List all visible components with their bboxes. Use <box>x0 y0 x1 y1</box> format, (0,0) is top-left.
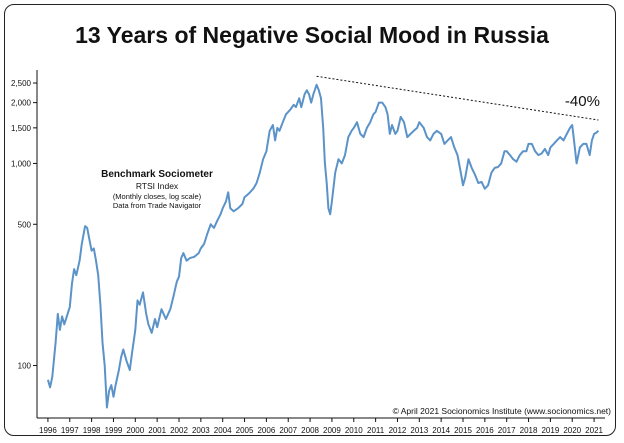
x-tick-label: 1999 <box>105 426 123 435</box>
x-tick: 2009 <box>323 418 341 435</box>
x-tick-label: 2007 <box>279 426 297 435</box>
x-tick-label: 2018 <box>520 426 538 435</box>
x-tick-label: 2015 <box>454 426 472 435</box>
copyright-note: © April 2021 Socionomics Institute (www.… <box>393 406 612 416</box>
x-tick: 2008 <box>301 418 320 435</box>
x-tick: 2010 <box>345 418 363 435</box>
x-tick-label: 2001 <box>148 426 166 435</box>
series-line-rtsi <box>46 83 600 409</box>
x-tick: 2018 <box>520 418 538 435</box>
x-tick: 2020 <box>563 418 582 435</box>
x-tick: 2004 <box>214 418 232 435</box>
y-tick-label: 100 <box>18 362 32 371</box>
x-tick-label: 1996 <box>39 426 57 435</box>
y-tick: 1,000 <box>11 159 37 168</box>
x-tick: 2006 <box>257 418 276 435</box>
legend-heading: Benchmark Sociometer <box>101 169 213 180</box>
x-tick: 2016 <box>476 418 494 435</box>
y-tick-label: 500 <box>18 220 32 229</box>
x-tick-label: 2019 <box>541 426 559 435</box>
x-tick-label: 2021 <box>585 426 603 435</box>
x-tick-label: 1998 <box>83 426 101 435</box>
x-tick: 1998 <box>83 418 101 435</box>
x-tick-label: 2016 <box>476 426 494 435</box>
x-tick-label: 2017 <box>498 426 516 435</box>
x-tick: 1997 <box>61 418 79 435</box>
x-tick: 2002 <box>170 418 188 435</box>
x-tick-label: 2012 <box>389 426 407 435</box>
x-tick: 2003 <box>192 418 210 435</box>
x-tick-label: 1997 <box>61 426 79 435</box>
y-tick-label: 1,000 <box>11 159 32 168</box>
x-tick-label: 2006 <box>257 426 275 435</box>
x-tick-label: 2003 <box>192 426 210 435</box>
x-tick-label: 2004 <box>214 426 232 435</box>
x-tick: 1996 <box>39 418 57 435</box>
x-tick: 2013 <box>410 418 429 435</box>
y-tick: 2,000 <box>11 99 37 108</box>
x-tick-label: 2010 <box>345 426 363 435</box>
x-tick-label: 2005 <box>236 426 254 435</box>
y-tick: 500 <box>18 220 37 229</box>
y-tick-label: 2,000 <box>11 99 32 108</box>
y-tick: 100 <box>18 362 37 371</box>
x-tick-label: 2013 <box>410 426 428 435</box>
y-tick-label: 2,500 <box>11 79 32 88</box>
x-tick: 2012 <box>389 418 407 435</box>
legend-line-2: (Monthly closes, log scale) <box>113 192 202 201</box>
x-tick-label: 2002 <box>170 426 188 435</box>
chart-frame <box>4 4 616 436</box>
x-tick-label: 2008 <box>301 426 319 435</box>
x-axis-ticks: 1996 1997 1998 1999 2000 2001 2002 2003 2004 2005… <box>39 418 604 435</box>
x-tick: 2021 <box>585 418 604 435</box>
y-tick-label: 1,500 <box>11 124 32 133</box>
y-tick: 2,500 <box>11 79 37 88</box>
trendline <box>316 75 599 121</box>
x-tick: 2015 <box>454 418 472 435</box>
axes <box>36 70 605 419</box>
decline-percent-label: -40% <box>565 93 600 110</box>
x-tick-label: 2011 <box>367 426 385 435</box>
chart-title: 13 Years of Negative Social Mood in Russ… <box>75 22 549 48</box>
legend-line-1: RTSI Index <box>136 181 179 191</box>
x-tick-label: 2020 <box>563 426 581 435</box>
x-tick: 2001 <box>148 418 167 435</box>
x-tick-label: 2009 <box>323 426 341 435</box>
x-tick: 2005 <box>236 418 254 435</box>
x-tick: 2017 <box>498 418 516 435</box>
legend: Benchmark Sociometer RTSI Index (Monthly… <box>101 169 213 210</box>
x-tick: 2000 <box>126 418 145 435</box>
x-tick: 2011 <box>367 418 385 435</box>
x-tick: 2019 <box>541 418 560 435</box>
x-tick: 2007 <box>279 418 298 435</box>
x-tick: 2014 <box>432 418 451 435</box>
y-tick: 1,500 <box>11 124 37 133</box>
x-tick-label: 2014 <box>432 426 450 435</box>
y-axis-ticks: 100 500 1,000 1,500 2,000 2,500 <box>11 79 37 371</box>
legend-line-3: Data from Trade Navigator <box>113 201 202 210</box>
x-tick-label: 2000 <box>126 426 144 435</box>
x-tick: 1999 <box>105 418 123 435</box>
